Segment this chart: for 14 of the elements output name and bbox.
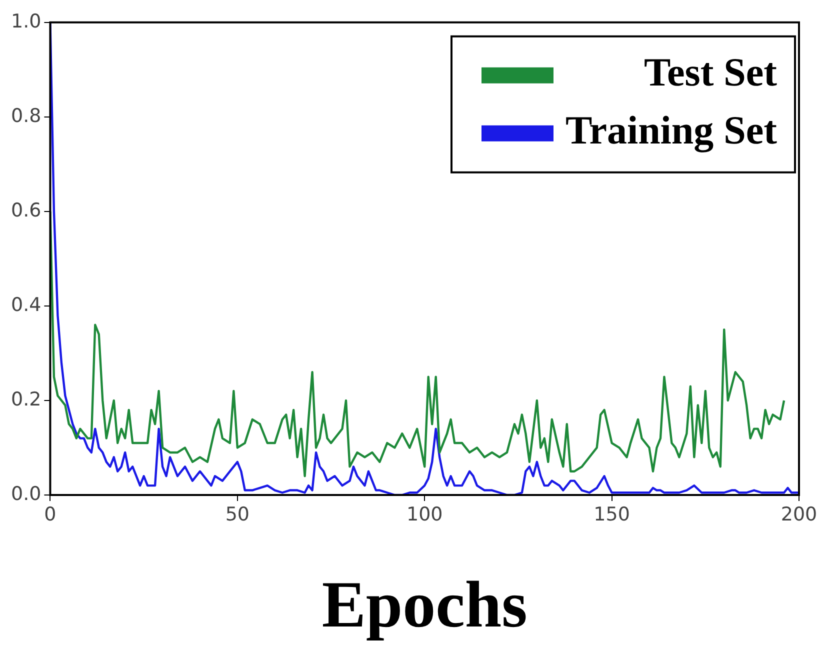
x-axis-title: Epochs bbox=[322, 568, 528, 642]
y-tick-label: 0.0 bbox=[11, 482, 42, 505]
y-tick-label: 0.2 bbox=[11, 388, 42, 410]
y-tick-label: 0.8 bbox=[11, 104, 42, 127]
x-tick-label: 100 bbox=[406, 503, 443, 526]
y-tick-label: 0.4 bbox=[11, 294, 42, 316]
legend-label: Training Set bbox=[565, 108, 778, 153]
x-tick-label: 0 bbox=[44, 503, 56, 526]
x-tick-label: 50 bbox=[225, 503, 250, 526]
x-tick-label: 150 bbox=[594, 503, 630, 526]
x-tick-label: 200 bbox=[780, 503, 818, 526]
legend-label: Test Set bbox=[644, 50, 778, 95]
y-tick-label: 1.0 bbox=[11, 10, 42, 32]
y-tick-label: 0.6 bbox=[11, 199, 42, 222]
